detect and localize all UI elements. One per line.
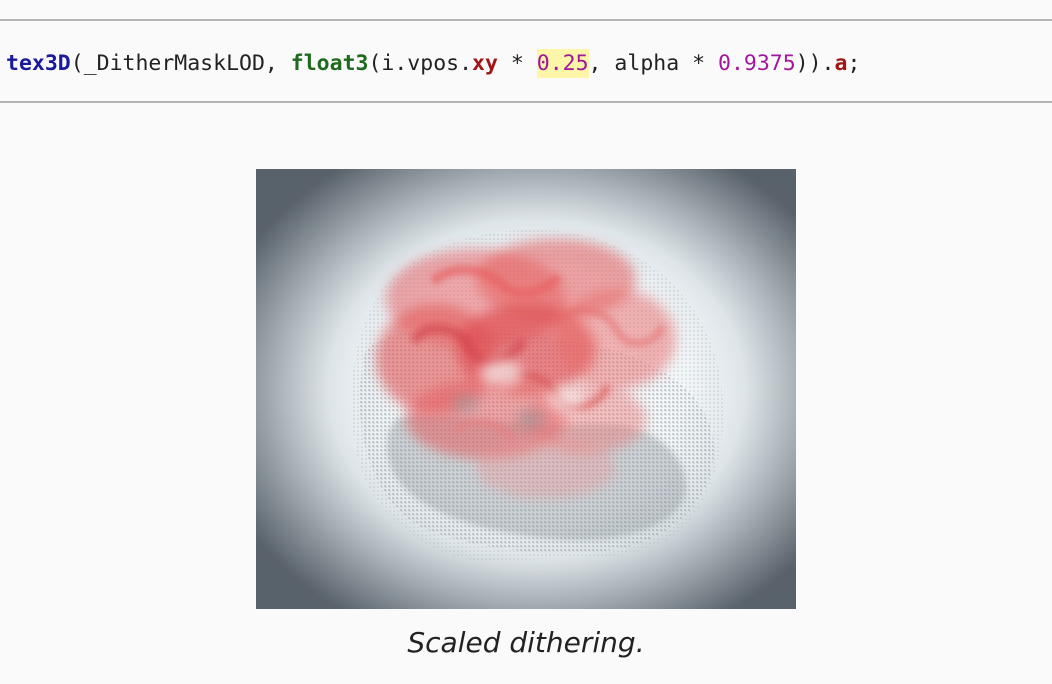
code-operator-multiply: * xyxy=(497,51,537,76)
code-type-name: float3 xyxy=(290,51,369,76)
code-arg-alpha: , alpha * xyxy=(588,51,718,76)
code-number-alpha: 0.9375 xyxy=(718,51,796,76)
code-block: tex3D(_DitherMaskLOD, float3(i.vpos.xy *… xyxy=(0,19,1052,103)
code-number-scale-highlighted: 0.25 xyxy=(536,49,589,78)
code-member-a: a xyxy=(834,51,848,76)
smoke-render-svg xyxy=(256,169,796,609)
code-semicolon: ; xyxy=(847,51,861,76)
code-function-name: tex3D xyxy=(6,51,71,76)
code-close: )). xyxy=(795,51,835,76)
code-member-xy: xy xyxy=(472,51,498,76)
code-arg-vpos: (i.vpos. xyxy=(368,51,473,76)
code-paren-open: ( xyxy=(70,51,84,76)
dithered-smoke-render-image xyxy=(256,169,796,609)
code-line: tex3D(_DitherMaskLOD, float3(i.vpos.xy *… xyxy=(6,49,860,79)
figure-caption: Scaled dithering. xyxy=(407,626,645,659)
code-arg-texture: _DitherMaskLOD, xyxy=(83,51,291,76)
